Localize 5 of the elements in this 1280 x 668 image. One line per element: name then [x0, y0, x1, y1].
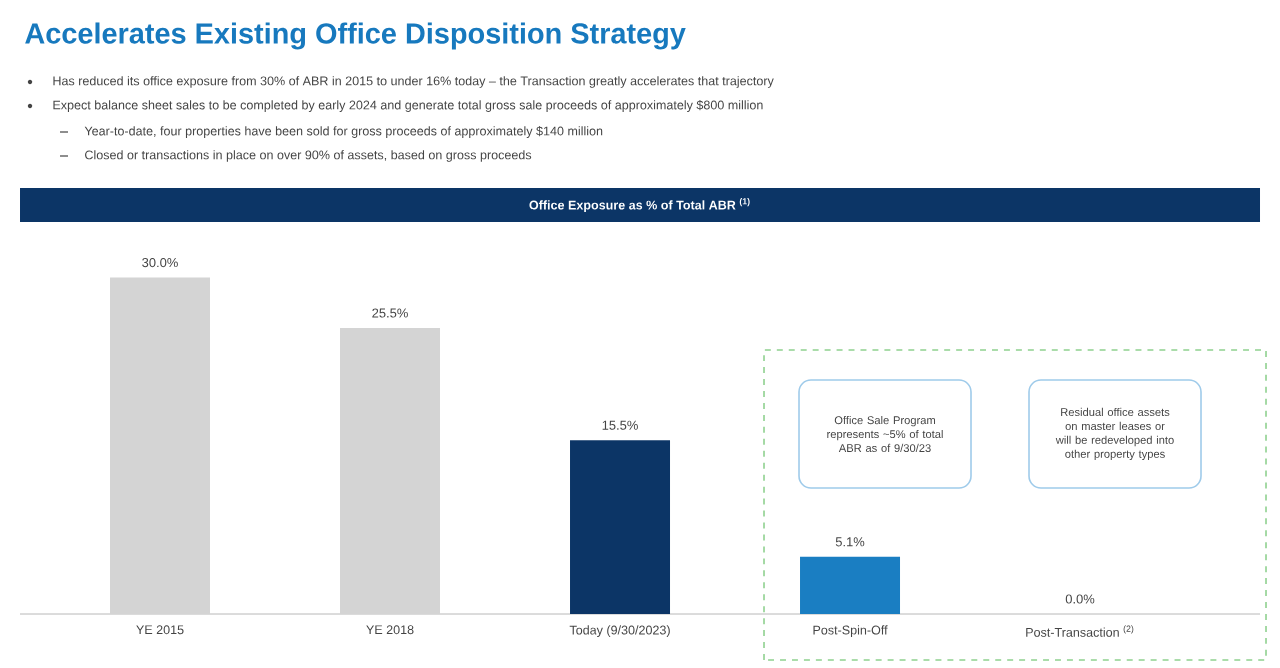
chart-title: Accelerates Existing Office Disposition Strategy	[25, 22, 686, 50]
bar	[800, 556, 901, 614]
bar	[110, 277, 211, 614]
bar	[570, 440, 671, 614]
bar	[340, 328, 441, 614]
